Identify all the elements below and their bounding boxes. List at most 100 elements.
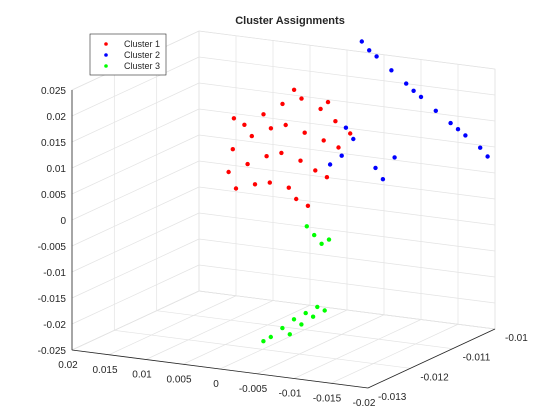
y-tick-label: -0.011 <box>463 353 491 364</box>
x-tick-label: 0.02 <box>58 360 78 371</box>
data-point-cluster-3 <box>319 241 324 246</box>
gridline-z-back <box>198 134 496 174</box>
data-point-cluster-2 <box>455 127 461 132</box>
y-axis-line <box>367 328 496 389</box>
data-point-cluster-2 <box>343 125 349 130</box>
data-point-cluster-3 <box>326 237 332 242</box>
gridline-z-back <box>198 290 496 330</box>
data-point-cluster-3 <box>304 224 309 229</box>
data-points <box>226 39 490 344</box>
data-point-cluster-2 <box>448 120 453 126</box>
legend-marker-cluster-2 <box>104 53 108 57</box>
data-point-cluster-1 <box>324 175 330 180</box>
gridline-x-floor <box>145 300 274 360</box>
data-point-cluster-3 <box>322 308 327 313</box>
z-tick-label: 0.02 <box>47 112 67 123</box>
data-point-cluster-1 <box>242 122 247 128</box>
data-point-cluster-1 <box>299 96 304 101</box>
data-point-cluster-1 <box>294 196 299 202</box>
x-axis-line <box>71 349 369 389</box>
data-point-cluster-1 <box>302 130 307 135</box>
gridline-z-back <box>198 82 496 122</box>
gridline-z-left <box>71 134 200 195</box>
data-point-cluster-1 <box>249 133 254 139</box>
x-tick-label: 0.01 <box>132 370 152 381</box>
data-point-cluster-1 <box>267 180 272 185</box>
data-point-cluster-1 <box>245 161 250 167</box>
gridline-z-back <box>198 212 496 252</box>
data-point-cluster-3 <box>280 325 285 331</box>
data-point-cluster-2 <box>327 162 333 167</box>
gridline-z-back <box>198 238 496 278</box>
gridline-z-back <box>198 56 496 96</box>
data-point-cluster-2 <box>367 48 372 53</box>
data-point-cluster-2 <box>380 177 386 182</box>
data-point-cluster-1 <box>305 203 311 208</box>
z-tick-label: -0.02 <box>43 320 66 331</box>
data-point-cluster-2 <box>359 39 364 44</box>
data-point-cluster-1 <box>348 131 353 136</box>
data-point-cluster-3 <box>315 304 320 310</box>
data-point-cluster-3 <box>268 334 273 340</box>
data-point-cluster-1 <box>280 101 285 107</box>
data-point-cluster-1 <box>321 138 326 143</box>
data-point-cluster-2 <box>463 133 468 138</box>
gridline-z-left <box>71 82 200 143</box>
data-point-cluster-1 <box>283 122 288 128</box>
z-tick-label: -0.015 <box>38 294 67 305</box>
z-tick-label: 0 <box>60 216 66 227</box>
x-tick-label: 0 <box>213 379 219 390</box>
gridline-z-back <box>198 160 496 200</box>
data-point-cluster-2 <box>351 136 356 142</box>
data-point-cluster-1 <box>298 158 303 163</box>
legend-marker-cluster-3 <box>104 64 108 68</box>
data-point-cluster-2 <box>373 165 378 171</box>
data-point-cluster-1 <box>333 119 338 124</box>
data-point-cluster-2 <box>478 145 483 150</box>
data-point-cluster-3 <box>310 314 316 319</box>
gridline-z-left <box>71 290 200 351</box>
axis-lines <box>71 90 496 389</box>
gridline-z-left <box>71 108 200 169</box>
data-point-cluster-1 <box>231 116 237 121</box>
data-point-cluster-2 <box>418 94 424 100</box>
legend-label-cluster-3: Cluster 3 <box>124 61 160 71</box>
gridline-z-left <box>71 56 200 117</box>
data-point-cluster-2 <box>374 54 379 59</box>
gridline-x-floor <box>256 314 385 375</box>
data-point-cluster-1 <box>230 147 235 152</box>
gridline-z-back <box>198 30 496 70</box>
gridline-z-left <box>71 264 200 325</box>
gridline-z-back <box>198 264 496 304</box>
x-tick-label: -0.02 <box>353 398 376 409</box>
data-point-cluster-1 <box>313 168 318 173</box>
gridline-x-floor <box>330 323 459 384</box>
x-tick-label: -0.005 <box>239 384 268 395</box>
data-point-cluster-1 <box>261 112 266 117</box>
y-tick-label: -0.01 <box>505 333 528 344</box>
data-point-cluster-3 <box>312 232 317 238</box>
z-tick-label: 0.005 <box>41 190 66 201</box>
gridline-y-floor <box>156 310 453 350</box>
z-tick-label: -0.01 <box>43 268 66 279</box>
tick-labels: 0.02 0.015 0.01 0.005 0 -0.005 -0.01 -0.015 -0.0… <box>38 86 529 409</box>
x-tick-label: 0.015 <box>92 365 117 376</box>
gridline-x-floor <box>293 319 422 379</box>
y-tick-label: -0.013 <box>378 392 407 403</box>
data-point-cluster-1 <box>286 185 291 190</box>
x-tick-label: -0.015 <box>313 393 342 404</box>
data-point-cluster-3 <box>303 310 308 316</box>
data-point-cluster-2 <box>389 68 394 73</box>
gridline-y-floor <box>114 329 411 369</box>
x-tick-label: 0.005 <box>166 374 191 385</box>
data-point-cluster-1 <box>318 106 323 112</box>
legend-marker-cluster-1 <box>104 42 108 46</box>
data-point-cluster-1 <box>233 186 239 191</box>
legend-label-cluster-2: Cluster 2 <box>124 50 160 60</box>
z-tick-label: 0.01 <box>47 164 67 175</box>
chart-title: Cluster Assignments <box>235 15 345 27</box>
gridline-x-floor <box>108 295 237 356</box>
data-point-cluster-1 <box>336 145 341 150</box>
z-tick-label: -0.025 <box>38 346 67 357</box>
